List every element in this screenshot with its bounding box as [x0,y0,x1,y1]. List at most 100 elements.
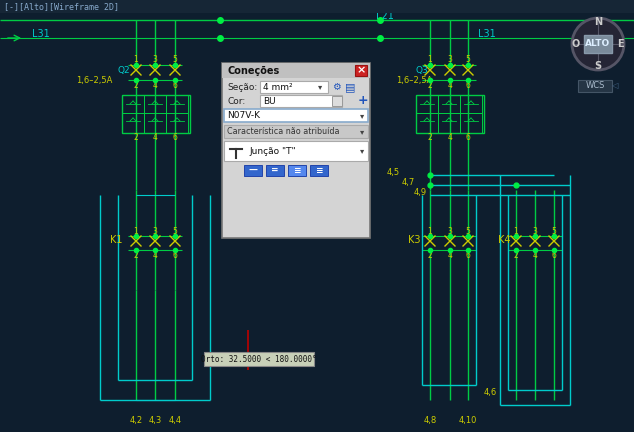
Text: 4: 4 [448,133,453,143]
Text: 4,9: 4,9 [413,187,427,197]
Text: 2: 2 [427,80,432,89]
Bar [0,0,634,13]
Bar [355,65,367,76]
Text: E: E [617,39,623,49]
Text: 5: 5 [465,55,470,64]
Text: 1,6–2,5A: 1,6–2,5A [396,76,432,85]
Text: 4,6: 4,6 [483,388,496,397]
Bar [260,81,328,93]
Bar [438,113,460,133]
Bar [222,63,370,238]
Text: Q3: Q3 [415,66,428,74]
Bar [416,95,484,133]
Text: 4,5: 4,5 [387,168,399,177]
Text: K1: K1 [110,235,122,245]
Text: L21: L21 [376,11,394,21]
Bar [266,165,284,176]
Bar [584,35,612,53]
Text: 4,2: 4,2 [129,416,143,425]
Text: 4: 4 [448,80,453,89]
Text: 5: 5 [465,226,470,235]
Text: Coneções: Coneções [227,66,279,76]
Text: ⚙: ⚙ [332,82,340,92]
Text: 1: 1 [427,226,432,235]
Text: ≡: ≡ [294,166,301,175]
Text: 4: 4 [448,251,453,260]
Text: 3: 3 [533,226,538,235]
Text: —: — [249,166,257,175]
Text: 4,3: 4,3 [148,416,162,425]
Text: L31: L31 [32,29,49,39]
Circle shape [572,18,624,70]
Bar [122,95,190,133]
Bar [460,95,482,113]
Bar [578,80,612,92]
Bar [224,141,368,161]
Text: 4,7: 4,7 [401,178,415,187]
Bar [310,165,328,176]
Text: O: O [572,39,580,49]
Text: 5: 5 [172,55,178,64]
Text: 6: 6 [465,133,470,143]
Text: 5: 5 [172,226,178,235]
Bar [244,165,262,176]
Text: 3: 3 [153,55,157,64]
Text: 6: 6 [172,251,178,260]
Text: ALTO: ALTO [585,39,611,48]
Text: 6: 6 [172,133,178,143]
Bar [260,95,342,107]
Text: 1: 1 [134,226,138,235]
Text: Orto: 32.5000 < 180.0000°: Orto: 32.5000 < 180.0000° [201,355,317,363]
Text: Junção "T": Junção "T" [249,146,295,156]
Text: 2: 2 [134,251,138,260]
Text: 6: 6 [172,80,178,89]
Text: Cor:: Cor: [227,96,245,105]
Text: 6: 6 [552,251,557,260]
Text: ▾: ▾ [318,83,322,92]
Bar [460,113,482,133]
Text: ◁: ◁ [611,82,618,90]
Text: L31: L31 [478,29,496,39]
Bar [222,63,370,78]
Text: 3: 3 [153,226,157,235]
Text: 2: 2 [134,80,138,89]
Text: BU: BU [263,96,276,105]
Text: 6: 6 [465,251,470,260]
Text: ▤: ▤ [345,82,355,92]
Text: 4: 4 [153,80,157,89]
Text: 4,10: 4,10 [459,416,477,425]
Bar [122,95,144,113]
Text: ▾: ▾ [360,127,364,136]
Bar [144,95,166,113]
Text: 6: 6 [465,80,470,89]
Text: 2: 2 [427,133,432,143]
Text: ▾: ▾ [360,111,364,120]
Text: ×: × [356,66,366,76]
Text: Característica não atribuída: Característica não atribuída [227,127,339,136]
Text: 1,6–2,5A: 1,6–2,5A [76,76,112,85]
Text: +: + [358,95,368,108]
Text: WCS: WCS [585,82,605,90]
Text: ≡: ≡ [315,166,323,175]
Bar [166,113,188,133]
Text: ▾: ▾ [360,146,364,156]
Text: N: N [594,17,602,27]
Bar [416,113,438,133]
Text: N07V-K: N07V-K [227,111,260,120]
Text: 5: 5 [552,226,557,235]
Text: 2: 2 [514,251,519,260]
Text: S: S [595,61,602,71]
Bar [224,125,368,138]
Text: 2: 2 [134,133,138,143]
Text: =: = [271,166,279,175]
Text: 1: 1 [427,55,432,64]
Text: K3: K3 [408,235,420,245]
Text: 1: 1 [134,55,138,64]
Bar [122,113,144,133]
Text: 4,8: 4,8 [424,416,437,425]
Bar [166,95,188,113]
Text: 2: 2 [427,251,432,260]
Bar [224,109,368,122]
Text: 1: 1 [514,226,519,235]
Text: K4: K4 [498,235,510,245]
